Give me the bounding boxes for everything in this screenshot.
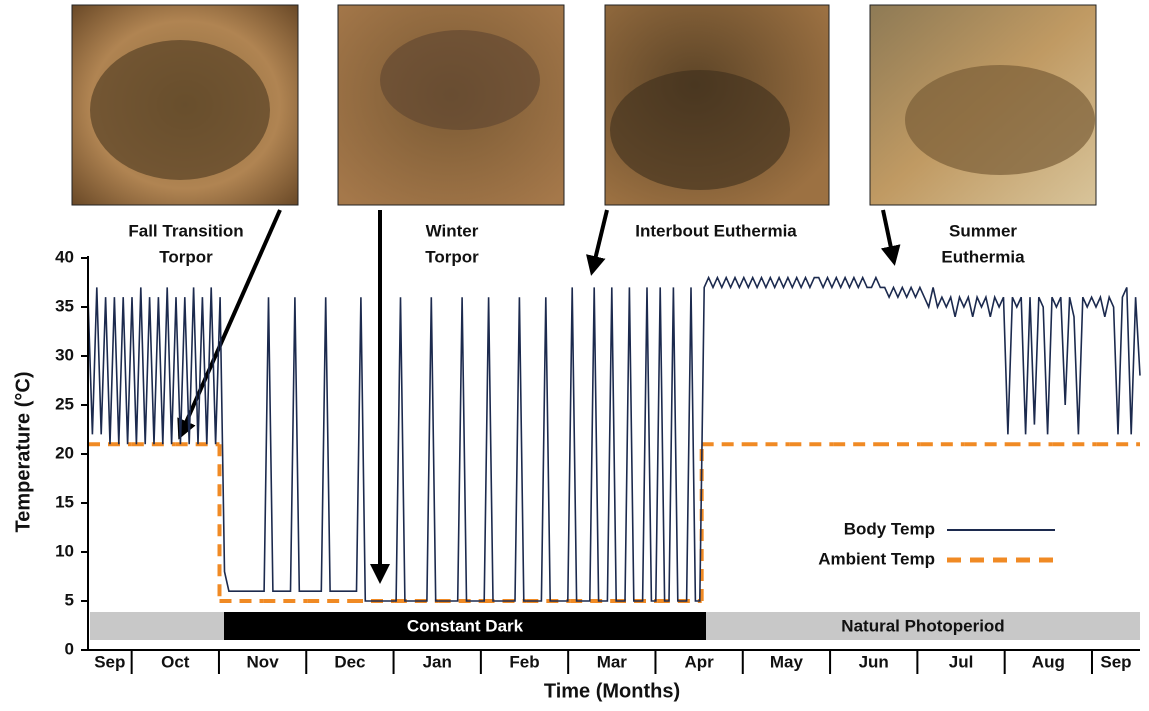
x-tick-label: Sep — [1100, 652, 1131, 671]
photo-detail — [610, 70, 790, 190]
photo-detail — [380, 30, 540, 130]
photo-caption: Euthermia — [941, 247, 1025, 266]
x-tick-label: Sep — [94, 652, 125, 671]
x-tick-label: Nov — [247, 652, 280, 671]
y-tick-label: 40 — [55, 247, 74, 266]
arrow — [883, 210, 894, 262]
photo-detail — [905, 65, 1095, 175]
x-tick-label: Apr — [684, 652, 714, 671]
y-tick-label: 0 — [65, 639, 74, 658]
y-axis-label: Temperature (°C) — [12, 372, 34, 533]
x-tick-label: Mar — [597, 652, 628, 671]
y-tick-label: 35 — [55, 296, 74, 315]
x-tick-label: Feb — [509, 652, 539, 671]
y-tick-label: 10 — [55, 541, 74, 560]
photo-caption: Summer — [949, 221, 1017, 240]
x-tick-label: Jun — [859, 652, 889, 671]
x-tick-label: Jul — [949, 652, 974, 671]
legend-label: Ambient Temp — [818, 549, 935, 568]
y-tick-label: 30 — [55, 345, 74, 364]
x-tick-label: Jan — [423, 652, 452, 671]
y-tick-label: 15 — [55, 492, 74, 511]
arrow — [592, 210, 607, 272]
x-tick-label: Dec — [334, 652, 365, 671]
legend-label: Body Temp — [844, 519, 935, 538]
x-axis-label: Time (Months) — [544, 680, 680, 702]
band-label: Constant Dark — [407, 616, 524, 635]
arrows — [180, 210, 894, 580]
band-label: Natural Photoperiod — [841, 616, 1004, 635]
x-tick-label: Oct — [161, 652, 190, 671]
photo-caption: Torpor — [159, 247, 213, 266]
x-tick-label: Aug — [1032, 652, 1065, 671]
photo-detail — [90, 40, 270, 180]
photo-caption: Fall Transition — [128, 221, 243, 240]
photo-caption: Torpor — [425, 247, 479, 266]
photo-caption: Winter — [426, 221, 479, 240]
photo-caption: Interbout Euthermia — [635, 221, 797, 240]
photos — [72, 5, 1096, 205]
y-tick-label: 20 — [55, 443, 74, 462]
y-tick-label: 5 — [65, 590, 74, 609]
x-tick-label: May — [770, 652, 804, 671]
chart: Time (Months) Temperature (°C) Fall Tran… — [0, 0, 1149, 711]
y-tick-label: 25 — [55, 394, 74, 413]
body-temp-line — [88, 278, 1140, 601]
